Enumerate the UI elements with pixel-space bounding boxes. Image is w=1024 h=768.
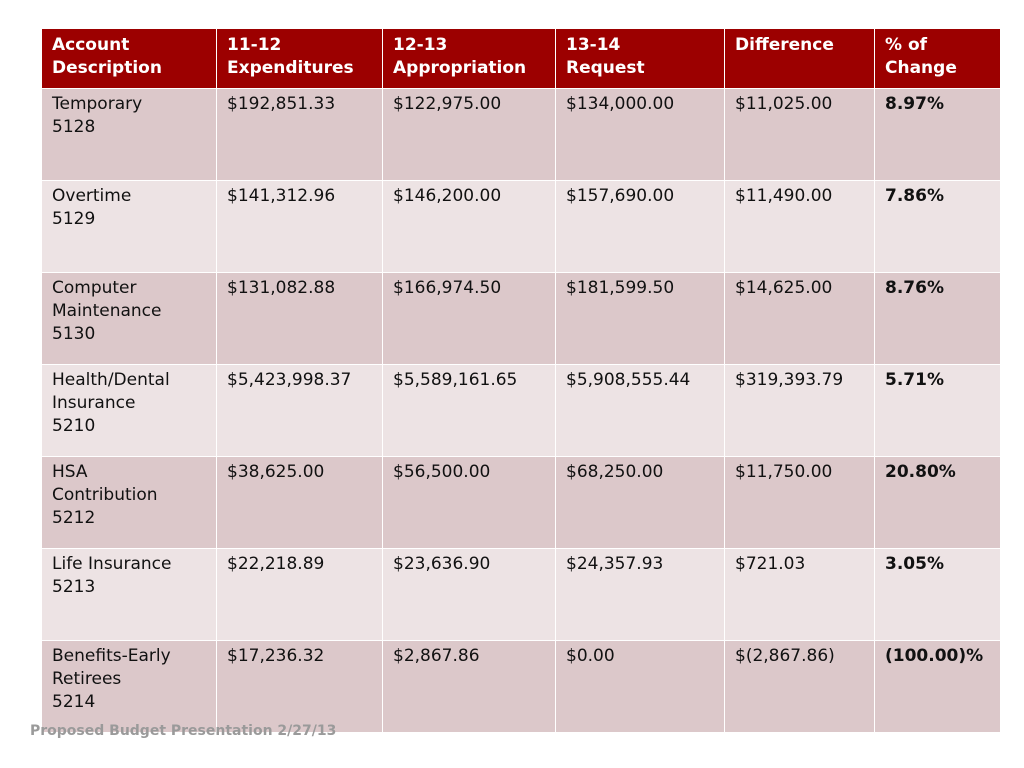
description-line: 5214: [52, 692, 96, 712]
cell-percent-change: 3.05%: [874, 548, 1001, 641]
table-row: Benefits-Early Retirees 5214 $17,236.32 …: [41, 640, 1001, 733]
header-line: Expenditures: [227, 58, 354, 78]
description-line: Insurance: [52, 393, 136, 413]
description-line: HSA: [52, 462, 88, 482]
cell-expenditures: $38,625.00: [216, 456, 383, 549]
cell-difference: $14,625.00: [724, 272, 875, 365]
cell-difference: $11,490.00: [724, 180, 875, 273]
table-row: Health/Dental Insurance 5210 $5,423,998.…: [41, 364, 1001, 457]
cell-expenditures: $192,851.33: [216, 88, 383, 181]
cell-expenditures: $5,423,998.37: [216, 364, 383, 457]
header-line: 12-13: [393, 35, 448, 55]
table-row: HSA Contribution 5212 $38,625.00 $56,500…: [41, 456, 1001, 549]
cell-expenditures: $141,312.96: [216, 180, 383, 273]
cell-difference: $319,393.79: [724, 364, 875, 457]
description-line: 5129: [52, 209, 96, 229]
description-line: Temporary: [52, 94, 143, 114]
table-row: Overtime 5129 $141,312.96 $146,200.00 $1…: [41, 180, 1001, 273]
header-line: Appropriation: [393, 58, 527, 78]
cell-account-description: HSA Contribution 5212: [41, 456, 217, 549]
header-appropriation: 12-13 Appropriation: [382, 28, 556, 89]
header-row: Account Description 11-12 Expenditures 1…: [41, 28, 1001, 89]
table-row: Life Insurance 5213 $22,218.89 $23,636.9…: [41, 548, 1001, 641]
header-line: Request: [566, 58, 645, 78]
description-line: 5210: [52, 416, 96, 436]
description-line: 5212: [52, 508, 96, 528]
description-line: Contribution: [52, 485, 158, 505]
cell-difference: $(2,867.86): [724, 640, 875, 733]
cell-appropriation: $23,636.90: [382, 548, 556, 641]
description-line: Health/Dental: [52, 370, 170, 390]
cell-difference: $721.03: [724, 548, 875, 641]
cell-appropriation: $166,974.50: [382, 272, 556, 365]
header-request: 13-14 Request: [555, 28, 725, 89]
cell-appropriation: $146,200.00: [382, 180, 556, 273]
header-line: % of: [885, 35, 928, 55]
cell-difference: $11,750.00: [724, 456, 875, 549]
cell-difference: $11,025.00: [724, 88, 875, 181]
cell-expenditures: $22,218.89: [216, 548, 383, 641]
cell-account-description: Health/Dental Insurance 5210: [41, 364, 217, 457]
description-line: Overtime: [52, 186, 132, 206]
cell-percent-change: 8.97%: [874, 88, 1001, 181]
table-row: Computer Maintenance 5130 $131,082.88 $1…: [41, 272, 1001, 365]
description-line: Life Insurance: [52, 554, 172, 574]
header-percent-change: % of Change: [874, 28, 1001, 89]
description-line: Computer: [52, 278, 137, 298]
cell-expenditures: $131,082.88: [216, 272, 383, 365]
footer-caption: Proposed Budget Presentation 2/27/13: [30, 723, 337, 739]
cell-percent-change: 20.80%: [874, 456, 1001, 549]
description-line: 5130: [52, 324, 96, 344]
header-expenditures: 11-12 Expenditures: [216, 28, 383, 89]
cell-percent-change: (100.00)%: [874, 640, 1001, 733]
header-line: Description: [52, 58, 162, 78]
cell-appropriation: $2,867.86: [382, 640, 556, 733]
cell-appropriation: $122,975.00: [382, 88, 556, 181]
description-line: 5128: [52, 117, 96, 137]
header-account-description: Account Description: [41, 28, 217, 89]
cell-request: $0.00: [555, 640, 725, 733]
cell-percent-change: 8.76%: [874, 272, 1001, 365]
header-difference: Difference: [724, 28, 875, 89]
description-line: Retirees: [52, 669, 122, 689]
cell-account-description: Temporary 5128: [41, 88, 217, 181]
cell-account-description: Benefits-Early Retirees 5214: [41, 640, 217, 733]
budget-table: Account Description 11-12 Expenditures 1…: [41, 28, 1001, 733]
cell-account-description: Overtime 5129: [41, 180, 217, 273]
description-line: Maintenance: [52, 301, 162, 321]
header-line: Change: [885, 58, 957, 78]
cell-expenditures: $17,236.32: [216, 640, 383, 733]
cell-percent-change: 7.86%: [874, 180, 1001, 273]
cell-appropriation: $56,500.00: [382, 456, 556, 549]
header-line: Account: [52, 35, 130, 55]
header-line: 13-14: [566, 35, 621, 55]
table-row: Temporary 5128 $192,851.33 $122,975.00 $…: [41, 88, 1001, 181]
cell-request: $157,690.00: [555, 180, 725, 273]
cell-request: $24,357.93: [555, 548, 725, 641]
cell-request: $134,000.00: [555, 88, 725, 181]
cell-request: $68,250.00: [555, 456, 725, 549]
cell-appropriation: $5,589,161.65: [382, 364, 556, 457]
cell-account-description: Computer Maintenance 5130: [41, 272, 217, 365]
header-line: 11-12: [227, 35, 282, 55]
header-line: Difference: [735, 35, 834, 55]
cell-request: $5,908,555.44: [555, 364, 725, 457]
description-line: 5213: [52, 577, 96, 597]
description-line: Benefits-Early: [52, 646, 171, 666]
cell-percent-change: 5.71%: [874, 364, 1001, 457]
cell-account-description: Life Insurance 5213: [41, 548, 217, 641]
cell-request: $181,599.50: [555, 272, 725, 365]
